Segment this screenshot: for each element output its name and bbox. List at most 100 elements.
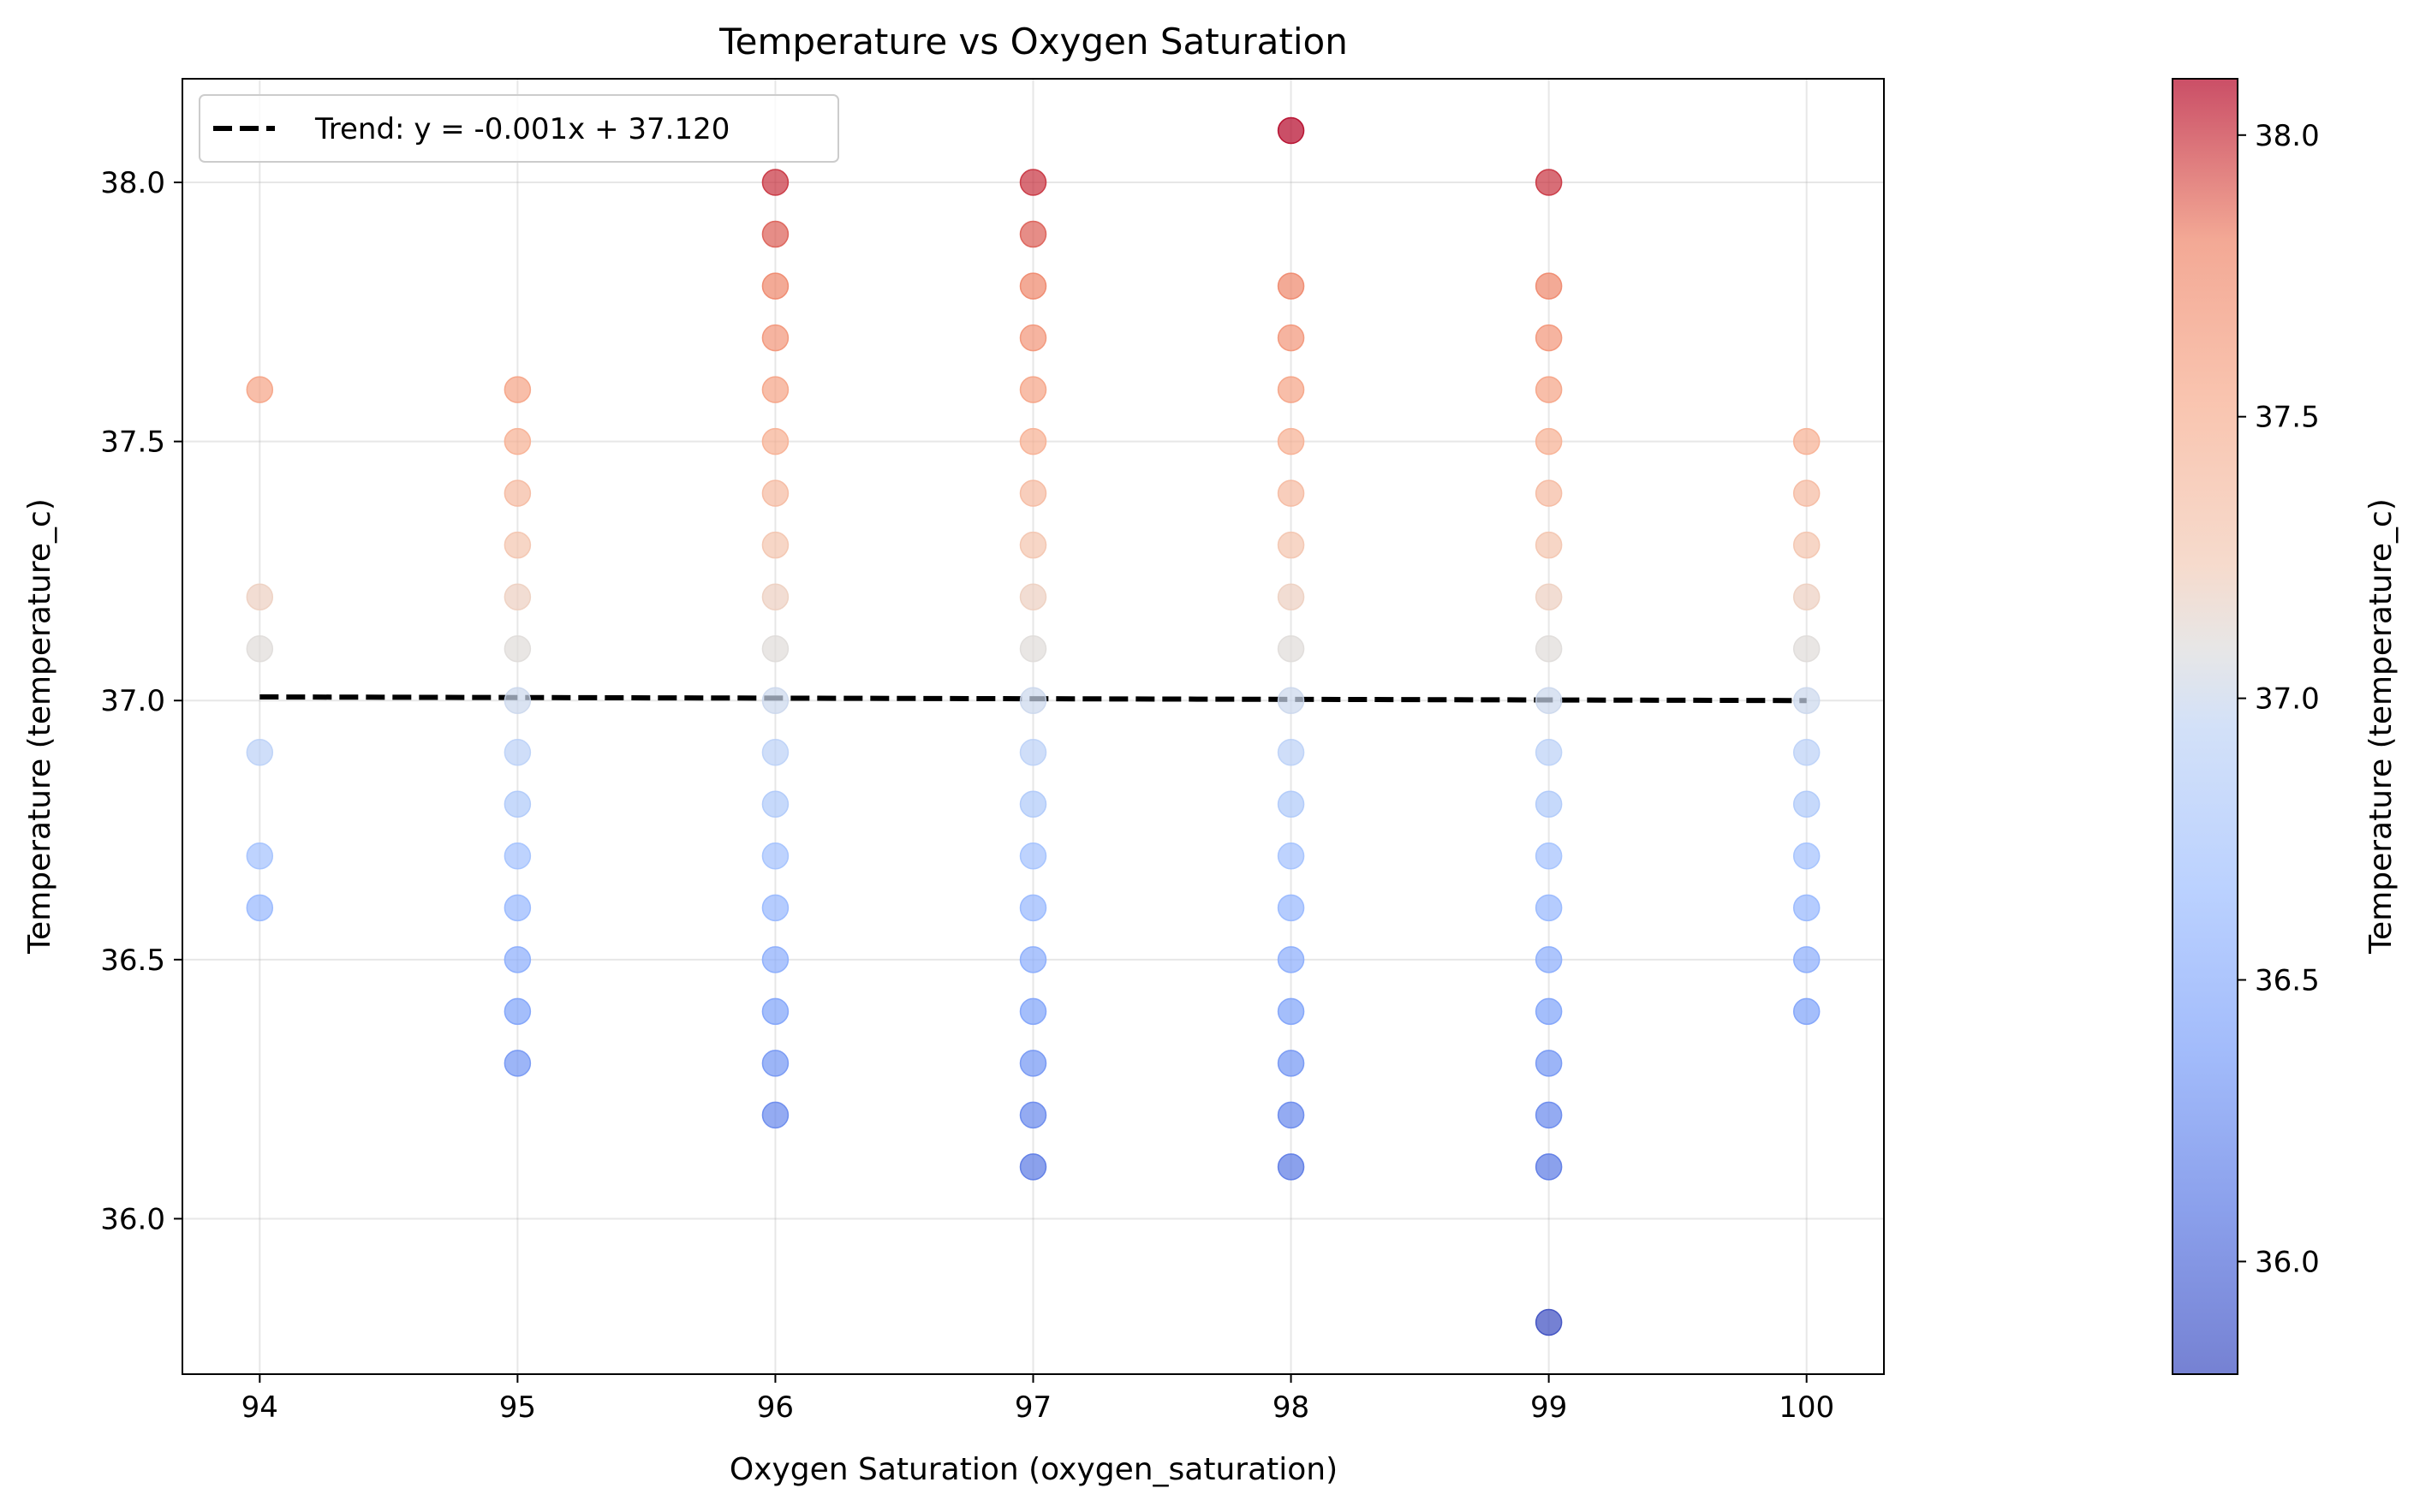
data-point (1535, 687, 1563, 714)
data-point (1019, 1101, 1047, 1129)
data-point (1277, 790, 1305, 819)
data-point (1792, 946, 1821, 973)
data-point (246, 894, 274, 922)
colorbar-tick-label: 36.0 (2255, 1245, 2320, 1279)
data-point (1019, 479, 1047, 507)
data-point (246, 634, 274, 663)
data-point (1019, 1050, 1047, 1077)
data-point (1792, 479, 1821, 507)
data-point (1277, 894, 1305, 922)
data-point (761, 946, 790, 973)
x-tick-label: 98 (1273, 1390, 1309, 1425)
data-point (1277, 997, 1305, 1026)
colorbar-tick-label: 36.5 (2255, 964, 2320, 998)
data-point (1277, 272, 1305, 300)
data-point (246, 376, 274, 403)
data-point (761, 739, 790, 766)
data-point (1019, 220, 1047, 248)
data-point (1019, 169, 1047, 196)
data-point (1019, 376, 1047, 403)
data-point (1277, 739, 1305, 766)
data-point (1792, 894, 1821, 922)
chart-title: Temperature vs Oxygen Saturation (718, 21, 1348, 63)
y-tick-label: 36.0 (100, 1202, 165, 1236)
data-point (1019, 997, 1047, 1026)
data-point (1277, 842, 1305, 870)
data-point (761, 427, 790, 455)
data-point (1535, 324, 1563, 352)
colorbar: 36.0 36.5 37.0 37.5 38.0 Temperature (temper… (2172, 78, 2399, 1375)
data-point (1019, 427, 1047, 455)
data-point (1792, 531, 1821, 559)
data-point (504, 739, 532, 766)
data-point (761, 790, 790, 819)
data-point (504, 427, 532, 455)
data-point (504, 790, 532, 819)
data-point (504, 894, 532, 922)
data-point (504, 997, 532, 1026)
data-point (1277, 531, 1305, 559)
y-ticks: 36.0 36.5 37.0 37.5 38.0 (100, 166, 182, 1236)
data-point (1792, 739, 1821, 766)
data-point (1019, 946, 1047, 973)
x-ticks: 94 95 96 97 98 99 100 (241, 1374, 1834, 1425)
data-point (761, 583, 790, 610)
legend: Trend: y = -0.001x + 37.120 (199, 94, 839, 163)
data-point (1019, 842, 1047, 870)
data-point (1535, 427, 1563, 455)
data-point (1277, 427, 1305, 455)
data-point (761, 687, 790, 714)
data-point (1535, 997, 1563, 1026)
y-tick-label: 37.5 (100, 426, 165, 460)
data-point (1277, 583, 1305, 610)
data-point (1535, 790, 1563, 819)
data-point (761, 272, 790, 300)
points-layer (246, 116, 1821, 1336)
data-point (1277, 479, 1305, 507)
data-point (504, 376, 532, 403)
x-tick-label: 95 (499, 1390, 536, 1425)
data-point (504, 479, 532, 507)
data-point (761, 531, 790, 559)
x-axis-label: Oxygen Saturation (oxygen_saturation) (730, 1452, 1338, 1487)
y-tick-label: 36.5 (100, 944, 165, 978)
data-point (1277, 324, 1305, 352)
data-point (1535, 583, 1563, 610)
data-point (761, 1101, 790, 1129)
data-point (1019, 272, 1047, 300)
data-point (504, 842, 532, 870)
colorbar-tick-label: 37.0 (2255, 682, 2320, 717)
data-point (1535, 1308, 1563, 1336)
data-point (1019, 894, 1047, 922)
colorbar-tick-label: 38.0 (2255, 119, 2320, 153)
data-point (761, 220, 790, 248)
data-point (1019, 324, 1047, 352)
colorbar-label: Temperature (temperature_c) (2363, 498, 2399, 955)
data-point (761, 1050, 790, 1077)
data-point (1535, 479, 1563, 507)
x-tick-label: 100 (1779, 1390, 1834, 1425)
data-point (761, 997, 790, 1026)
plot-area: 94 95 96 97 98 99 100 36.0 36.5 37.0 37.5 38.0 (100, 78, 1885, 1425)
data-point (1535, 272, 1563, 300)
data-point (1277, 687, 1305, 714)
data-point (1792, 687, 1821, 714)
data-point (1792, 427, 1821, 455)
x-tick-label: 97 (1015, 1390, 1052, 1425)
data-point (504, 531, 532, 559)
data-point (1535, 376, 1563, 403)
data-point (761, 479, 790, 507)
colorbar-gradient (2172, 78, 2238, 1375)
data-point (1535, 739, 1563, 766)
y-tick-label: 37.0 (100, 684, 165, 718)
data-point (761, 634, 790, 663)
data-point (1277, 1153, 1305, 1181)
data-point (1019, 790, 1047, 819)
data-point (761, 376, 790, 403)
data-point (1792, 842, 1821, 870)
y-tick-label: 38.0 (100, 166, 165, 200)
colorbar-tick-label: 37.5 (2255, 401, 2320, 435)
data-point (1792, 634, 1821, 663)
data-point (246, 842, 274, 870)
data-point (1792, 790, 1821, 819)
